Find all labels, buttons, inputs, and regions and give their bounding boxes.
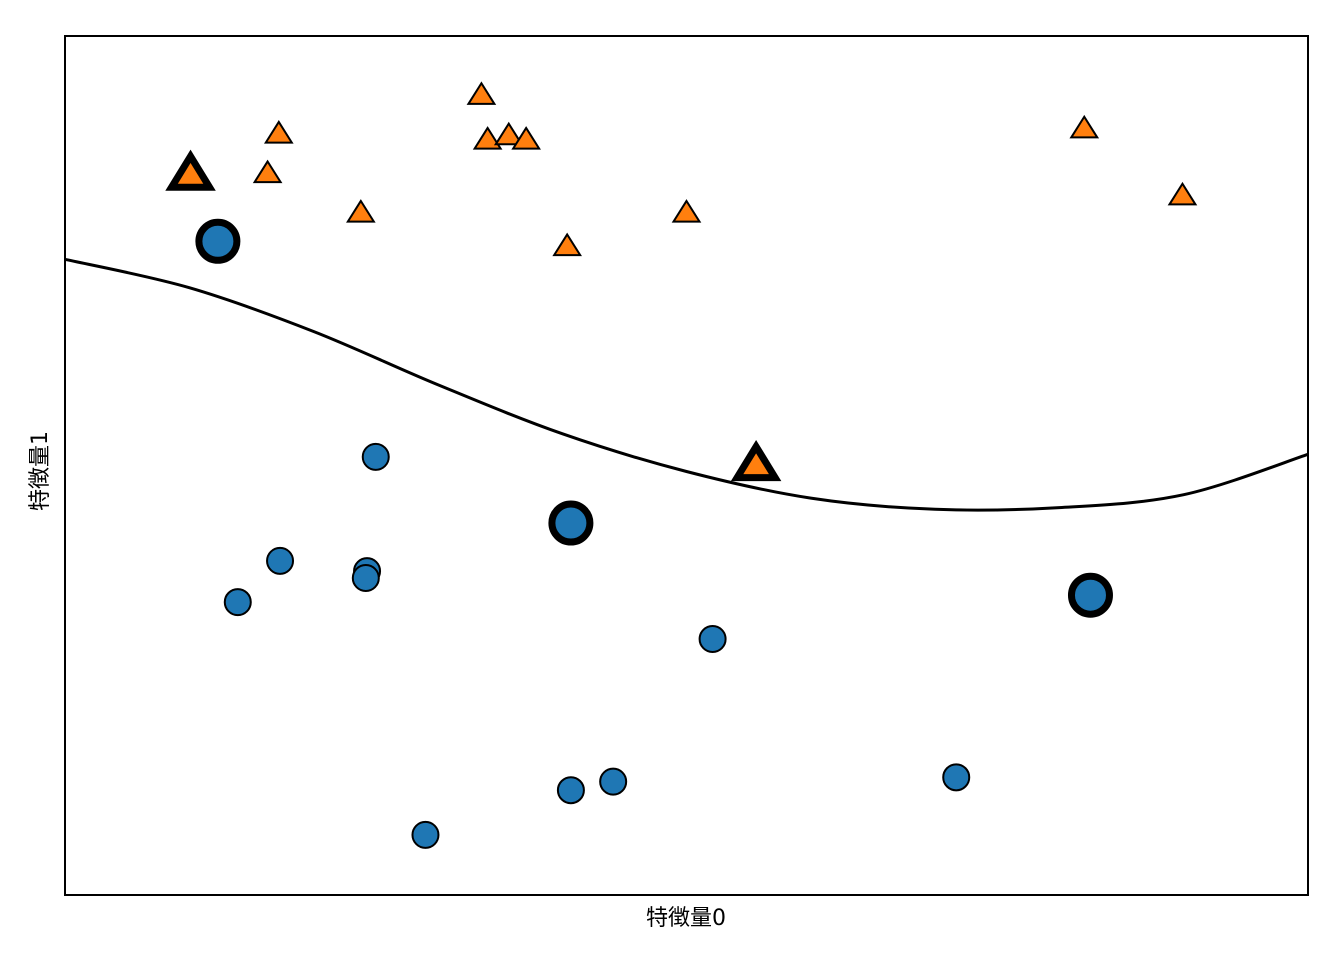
data-point-class1-1 [263, 120, 294, 144]
data-point-class0-1 [361, 442, 390, 471]
data-point-class1-5 [472, 126, 503, 150]
data-point-class1-6 [493, 121, 524, 146]
support-vector-class0-12 [1067, 572, 1113, 618]
data-point-class1-12 [1167, 181, 1198, 206]
y-axis-label: 特徴量1 [28, 431, 53, 511]
data-point-class1-4 [466, 81, 497, 105]
data-point-class1-8 [552, 232, 582, 257]
data-point-class1-3 [346, 199, 376, 223]
plot-background [65, 36, 1308, 895]
support-vector-class1-10 [730, 439, 782, 482]
data-point-class0-2 [266, 546, 295, 575]
plot-frame [64, 35, 1309, 896]
data-points-layer [165, 81, 1198, 849]
data-point-class1-9 [671, 199, 702, 223]
support-vector-class0-6 [548, 500, 594, 546]
data-point-class0-9 [556, 776, 585, 805]
decision-boundary-layer [64, 257, 1309, 512]
x-axis-label: 特徴量0 [646, 906, 726, 931]
data-point-class0-8 [411, 820, 440, 849]
data-point-class0-4 [351, 564, 380, 593]
data-point-class1-7 [511, 126, 541, 150]
data-point-class0-10 [599, 767, 628, 796]
data-point-class1-2 [252, 159, 283, 184]
support-vector-class0-0 [195, 218, 241, 264]
support-vector-class1-0 [165, 149, 216, 191]
data-point-class1-11 [1069, 114, 1100, 139]
decision-boundary-line [64, 257, 1309, 512]
data-point-class0-11 [942, 763, 971, 792]
data-point-class0-7 [698, 625, 727, 654]
data-point-class0-5 [223, 588, 252, 617]
